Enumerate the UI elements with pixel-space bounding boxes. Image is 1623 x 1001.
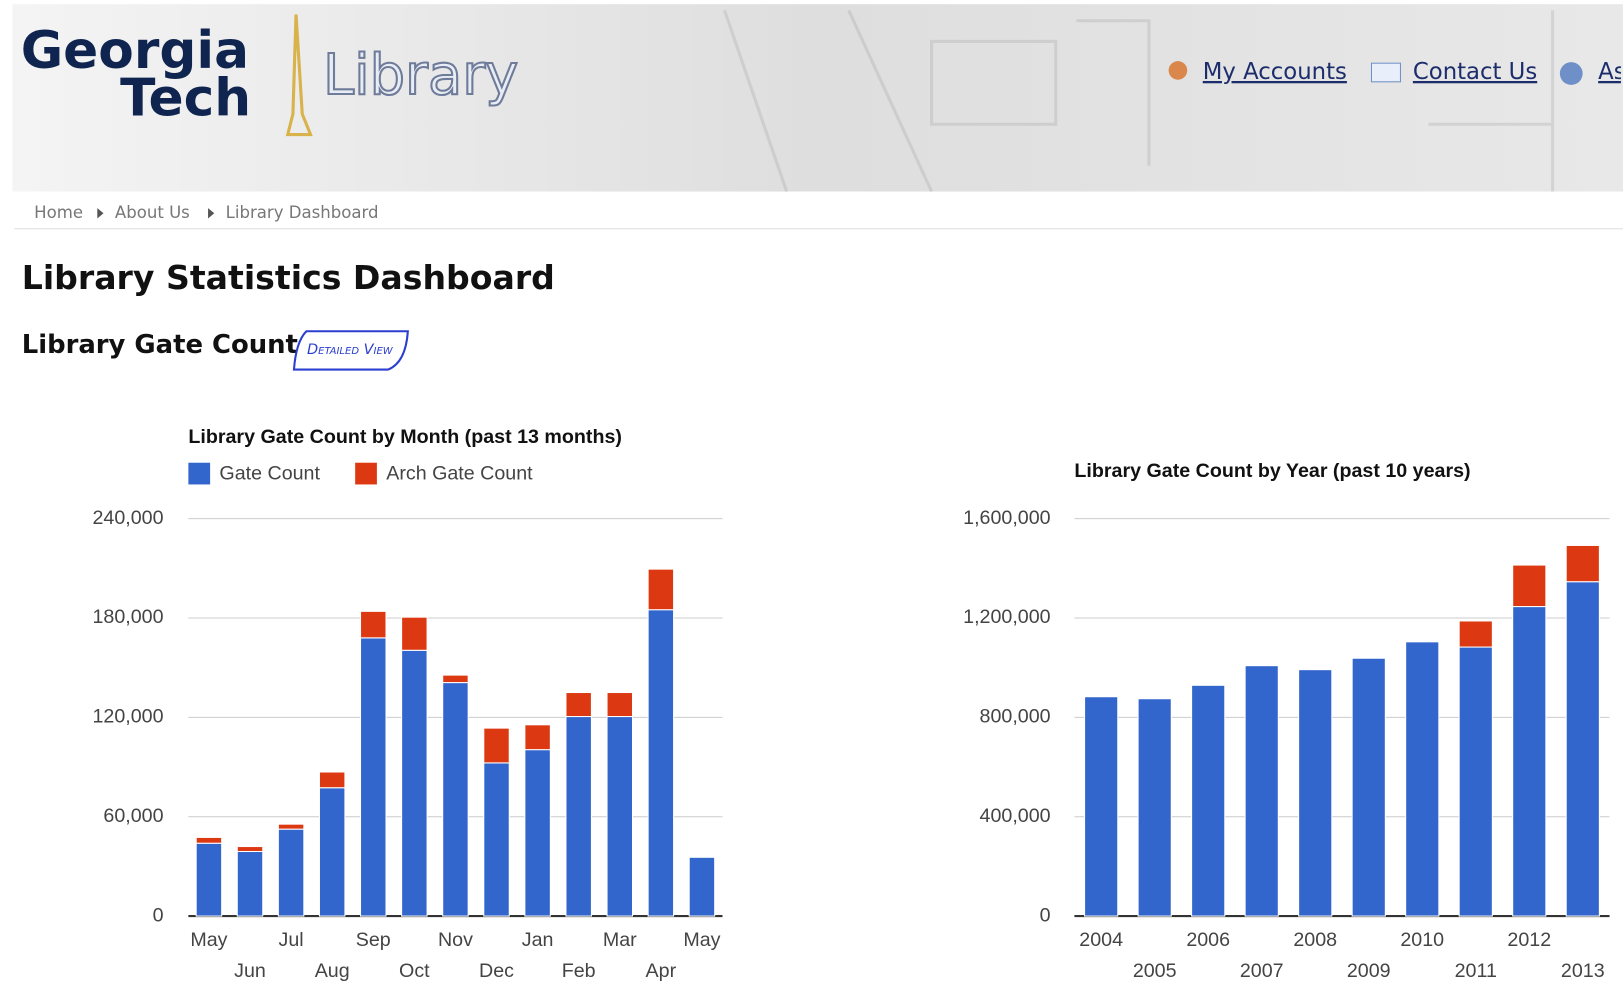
x-tick-label: 2004 — [1079, 929, 1123, 951]
x-tick-label: 2005 — [1133, 960, 1177, 982]
bar-segment — [1565, 581, 1600, 917]
x-tick-label: 2012 — [1507, 929, 1551, 951]
legend-swatch — [355, 462, 377, 485]
x-tick-label: Oct — [399, 960, 430, 982]
x-tick-label: 2010 — [1400, 929, 1444, 951]
bar-segment — [195, 836, 223, 844]
x-tick-label: Feb — [562, 960, 596, 982]
x-tick-label: Jan — [522, 929, 554, 951]
account-icon — [1168, 61, 1188, 80]
x-tick-label: Apr — [646, 960, 677, 982]
chart-title: Library Gate Count by Year (past 10 year… — [1074, 460, 1470, 482]
header-link[interactable]: Contact Us — [1413, 59, 1537, 85]
breadcrumb-link[interactable]: Home — [34, 203, 83, 222]
x-tick-label: Aug — [315, 960, 350, 982]
breadcrumb-separator — [208, 208, 215, 219]
help-icon — [1559, 62, 1583, 85]
bar-segment — [647, 609, 675, 917]
section-title: Library Gate Count — [22, 330, 298, 360]
bar-segment — [318, 787, 346, 917]
bar-segment — [688, 856, 716, 917]
header-background — [12, 4, 1623, 192]
bar-segment — [360, 637, 387, 917]
bar-segment — [1405, 641, 1440, 917]
x-tick-label: Jun — [234, 960, 266, 982]
y-tick-label: 1,600,000 — [963, 507, 1051, 529]
bar-segment — [195, 842, 223, 917]
page-title: Library Statistics Dashboard — [22, 258, 555, 297]
mail-icon — [1370, 62, 1401, 83]
bar-segment — [1565, 544, 1600, 583]
y-tick-label: 0 — [1040, 904, 1051, 926]
x-tick-label: 2009 — [1347, 960, 1391, 982]
x-tick-label: Mar — [603, 929, 637, 951]
bar-segment — [524, 749, 551, 917]
y-tick-label: 400,000 — [980, 805, 1051, 827]
breadcrumb-separator — [97, 208, 104, 219]
bar-segment — [483, 727, 510, 764]
x-tick-label: Nov — [438, 929, 473, 951]
logo-spire — [285, 14, 313, 137]
y-tick-label: 120,000 — [92, 706, 163, 728]
y-tick-label: 240,000 — [92, 507, 163, 529]
y-tick-label: 800,000 — [980, 706, 1051, 728]
x-tick-label: Jul — [279, 929, 304, 951]
bar-segment — [1351, 657, 1386, 917]
header-pattern — [723, 9, 1555, 193]
x-tick-label: May — [683, 929, 720, 951]
x-tick-label: May — [190, 929, 227, 951]
breadcrumb-current: Library Dashboard — [226, 203, 379, 222]
bar-segment — [318, 771, 346, 789]
bar-segment — [1084, 696, 1119, 917]
bar-segment — [236, 850, 264, 917]
bar-segment — [442, 682, 469, 917]
bar-segment — [483, 762, 510, 917]
x-tick-label: 2006 — [1186, 929, 1230, 951]
breadcrumb-link[interactable]: About Us — [115, 203, 190, 222]
bar-segment — [442, 674, 469, 684]
y-tick-label: 0 — [153, 904, 164, 926]
bar-segment — [1458, 620, 1493, 648]
x-tick-label: 2011 — [1455, 960, 1497, 982]
bar-segment — [277, 828, 305, 917]
bar-segment — [606, 716, 634, 917]
x-tick-label: 2007 — [1240, 960, 1284, 982]
chart-title: Library Gate Count by Month (past 13 mon… — [188, 426, 622, 448]
x-tick-label: 2013 — [1561, 960, 1605, 982]
detailed-view-label[interactable]: Detailed View — [307, 342, 394, 358]
bar-segment — [1244, 665, 1279, 917]
bar-segment — [606, 691, 634, 718]
bar-segment — [647, 568, 675, 611]
x-tick-label: 2008 — [1293, 929, 1337, 951]
bar-segment — [1298, 669, 1333, 917]
legend-label: Arch Gate Count — [386, 462, 533, 484]
logo-line: Tech — [120, 68, 251, 128]
bar-segment — [277, 823, 305, 830]
x-tick-label: Sep — [356, 929, 391, 951]
header-link[interactable]: As — [1598, 59, 1623, 85]
bar-segment — [1512, 564, 1547, 608]
bar-segment — [565, 716, 592, 917]
legend-swatch — [188, 462, 211, 485]
x-tick-label: Dec — [479, 960, 514, 982]
logo-line: Georgia — [21, 21, 249, 81]
bar-segment — [401, 649, 428, 917]
header-link[interactable]: My Accounts — [1203, 59, 1347, 85]
detailed-view-button[interactable] — [292, 330, 409, 371]
bar-segment — [1191, 684, 1226, 917]
site-name: Library — [323, 43, 518, 108]
bar-segment — [1512, 606, 1547, 917]
bar-segment — [401, 616, 428, 651]
bar-segment — [524, 724, 551, 751]
bar-segment — [1137, 698, 1172, 917]
y-tick-label: 180,000 — [92, 606, 163, 628]
y-tick-label: 60,000 — [103, 805, 163, 827]
y-tick-label: 1,200,000 — [963, 606, 1051, 628]
bar-segment — [236, 846, 264, 853]
legend-label: Gate Count — [219, 462, 320, 484]
bar-segment — [565, 691, 592, 718]
bar-segment — [360, 610, 387, 639]
bar-segment — [1458, 646, 1493, 917]
